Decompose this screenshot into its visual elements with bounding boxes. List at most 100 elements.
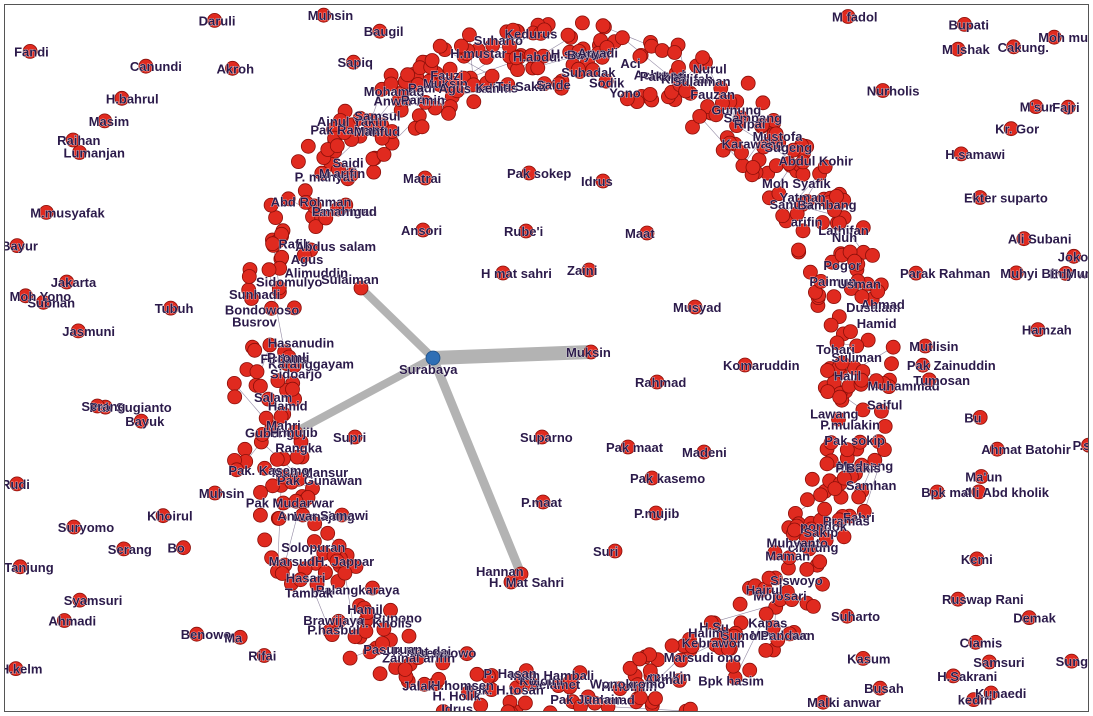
outer-13-node[interactable]: [1021, 610, 1037, 625]
ring-node[interactable]: [362, 644, 378, 660]
ring-node[interactable]: [692, 109, 708, 124]
outer-14-node[interactable]: [973, 469, 989, 484]
ring-node[interactable]: [459, 646, 475, 662]
ring-node[interactable]: [473, 697, 489, 712]
ring-node[interactable]: [755, 95, 771, 111]
ring-node[interactable]: [742, 662, 758, 678]
ring-node[interactable]: [877, 442, 892, 458]
ring-node[interactable]: [241, 269, 257, 284]
ring-node[interactable]: [725, 658, 741, 674]
ring-node[interactable]: [726, 628, 742, 644]
ring-node[interactable]: [500, 704, 516, 712]
outer-15-node[interactable]: [875, 83, 891, 98]
ring-node[interactable]: [594, 49, 610, 65]
outer-48-node[interactable]: [72, 592, 88, 608]
outer-72-node[interactable]: [232, 629, 248, 645]
ring-node[interactable]: [667, 45, 682, 60]
outer-34-node[interactable]: [1016, 231, 1032, 247]
ring-node[interactable]: [383, 76, 399, 92]
ring-node[interactable]: [363, 120, 379, 135]
ring-node[interactable]: [485, 37, 501, 53]
outer-50-node[interactable]: [65, 132, 81, 148]
outer-36-node[interactable]: [256, 648, 272, 663]
outer-71-node[interactable]: [176, 540, 191, 556]
ring-node[interactable]: [453, 38, 469, 54]
outer-3-node[interactable]: [138, 58, 154, 74]
outer-23-node[interactable]: [1028, 99, 1044, 114]
suri-node[interactable]: [607, 543, 623, 559]
ring-node[interactable]: [293, 572, 308, 588]
surabaya-node[interactable]: [425, 350, 441, 366]
rube-node[interactable]: [518, 223, 534, 239]
ring-node[interactable]: [780, 584, 795, 600]
ring-node[interactable]: [575, 15, 590, 31]
pmaat-node[interactable]: [535, 494, 551, 510]
ring-node[interactable]: [265, 478, 281, 494]
ring-node[interactable]: [376, 146, 392, 162]
idrus-node[interactable]: [595, 173, 611, 189]
outer-53-node[interactable]: [1064, 653, 1079, 669]
maat-node[interactable]: [639, 225, 655, 241]
ring-node[interactable]: [612, 681, 628, 696]
outer-45-node[interactable]: [57, 613, 72, 628]
ring-node[interactable]: [708, 107, 724, 123]
ansori-node[interactable]: [415, 222, 431, 238]
ring-node[interactable]: [801, 541, 817, 557]
ring-node[interactable]: [348, 559, 364, 574]
ring-node[interactable]: [290, 154, 306, 170]
outer-4-node[interactable]: [1006, 39, 1021, 55]
ring-node[interactable]: [854, 289, 870, 304]
ring-node[interactable]: [806, 599, 821, 614]
ring-node[interactable]: [375, 636, 390, 651]
ring-node[interactable]: [314, 165, 330, 181]
ring-node[interactable]: [320, 525, 336, 541]
ring-node[interactable]: [740, 75, 756, 91]
ring-node[interactable]: [258, 410, 274, 426]
samawi-node[interactable]: [334, 507, 350, 523]
ring-node[interactable]: [619, 91, 635, 107]
outer-11-node[interactable]: [163, 300, 179, 316]
ring-node[interactable]: [826, 289, 842, 305]
ring-node[interactable]: [754, 117, 770, 133]
ring-node[interactable]: [671, 60, 686, 75]
outer-57-node[interactable]: [945, 668, 961, 684]
ring-node[interactable]: [261, 262, 277, 278]
ring-node[interactable]: [469, 666, 485, 682]
outer-31-node[interactable]: [72, 145, 87, 160]
ring-node[interactable]: [733, 110, 749, 125]
ring-node[interactable]: [365, 580, 380, 596]
outer-46-node[interactable]: [908, 265, 924, 281]
outer-59-node[interactable]: [18, 288, 34, 304]
ring-node[interactable]: [877, 418, 893, 434]
outer-25-node[interactable]: [1066, 248, 1082, 264]
ring-node[interactable]: [337, 565, 353, 581]
musyad-node[interactable]: [687, 299, 703, 315]
ring-node[interactable]: [770, 632, 786, 648]
ring-node[interactable]: [329, 138, 345, 154]
outer-30-node[interactable]: [36, 294, 51, 310]
ring-node[interactable]: [855, 220, 871, 236]
ring-node[interactable]: [309, 576, 325, 592]
pmujib-node[interactable]: [648, 505, 664, 521]
ring-node[interactable]: [466, 94, 482, 110]
ring-node[interactable]: [227, 389, 243, 405]
ring-node[interactable]: [839, 442, 855, 458]
hjappar-node[interactable]: [329, 553, 345, 569]
ring-node[interactable]: [247, 342, 263, 358]
ring-node[interactable]: [817, 159, 833, 175]
ring-node[interactable]: [376, 621, 392, 637]
outer-61-node[interactable]: [966, 692, 982, 707]
ring-node[interactable]: [678, 83, 694, 99]
ring-node[interactable]: [683, 701, 698, 712]
ring-node[interactable]: [695, 50, 710, 65]
outer-58-node[interactable]: [9, 476, 25, 492]
outer-62-node[interactable]: [981, 654, 997, 670]
ring-node[interactable]: [648, 691, 663, 706]
ring-node[interactable]: [280, 191, 296, 207]
outer-37-node[interactable]: [921, 372, 937, 388]
ring-node[interactable]: [264, 300, 279, 316]
ring-node[interactable]: [632, 651, 647, 667]
ring-node[interactable]: [502, 39, 517, 54]
ring-node[interactable]: [722, 135, 738, 151]
ring-node[interactable]: [400, 67, 416, 83]
